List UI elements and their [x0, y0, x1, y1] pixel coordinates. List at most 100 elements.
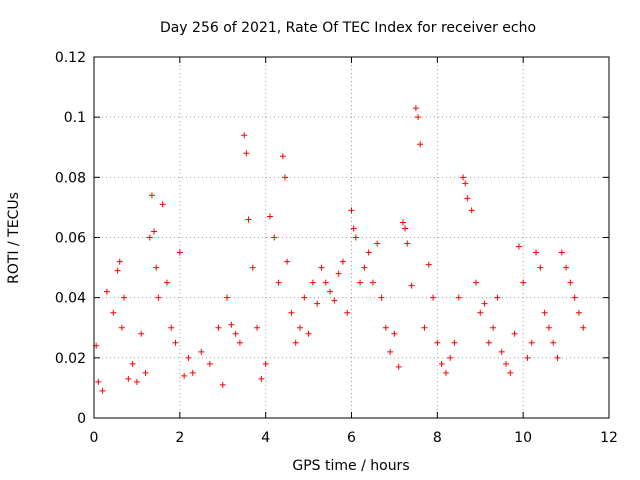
data-point [468, 207, 475, 214]
data-point [314, 300, 321, 307]
data-point [327, 288, 334, 295]
data-point [434, 339, 441, 346]
data-point [258, 375, 265, 382]
data-point [545, 324, 552, 331]
data-point [404, 240, 411, 247]
data-point [133, 378, 140, 385]
data-point [415, 114, 422, 121]
data-point [153, 264, 160, 271]
data-point [369, 279, 376, 286]
data-point [460, 174, 467, 181]
data-point [198, 348, 205, 355]
data-point [451, 339, 458, 346]
chart-title: Day 256 of 2021, Rate Of TEC Index for r… [160, 20, 536, 36]
data-point [554, 354, 561, 361]
data-point [103, 288, 110, 295]
data-point [305, 330, 312, 337]
data-point [524, 354, 531, 361]
data-point [503, 360, 509, 367]
x-tick-label: 0 [90, 430, 99, 446]
x-tick-label: 2 [175, 430, 184, 446]
data-point [408, 282, 415, 289]
data-point [125, 375, 132, 382]
data-point [344, 309, 351, 316]
data-point [481, 300, 488, 307]
data-point [400, 219, 406, 226]
data-point [148, 192, 155, 199]
data-point [563, 264, 570, 271]
data-point [163, 279, 170, 286]
data-point [395, 363, 402, 370]
data-point [288, 309, 295, 316]
data-point [114, 267, 121, 274]
data-point [425, 261, 432, 268]
data-point [515, 243, 522, 250]
data-point [116, 258, 123, 265]
data-point [301, 294, 308, 301]
data-point [297, 324, 303, 331]
y-axis-title: ROTI / TECUs [6, 192, 22, 284]
data-point [402, 225, 409, 232]
data-point [155, 294, 162, 301]
y-tick-label: 0.12 [55, 50, 86, 66]
data-point [335, 270, 342, 277]
data-point [275, 279, 282, 286]
data-point [245, 216, 252, 223]
data-point [430, 294, 437, 301]
data-point [412, 105, 419, 112]
data-point [181, 372, 188, 379]
data-point [575, 309, 582, 316]
data-point [528, 339, 535, 346]
x-tick-label: 4 [261, 430, 270, 446]
data-point [511, 330, 518, 337]
data-point [322, 279, 329, 286]
y-tick-label: 0 [77, 411, 86, 427]
data-point [281, 174, 288, 181]
data-point [185, 354, 192, 361]
data-point [382, 324, 389, 331]
data-point [138, 330, 145, 337]
data-point [271, 234, 278, 241]
data-point [279, 153, 286, 160]
data-point [159, 201, 166, 208]
data-point [168, 324, 175, 331]
x-axis-title: GPS time / hours [292, 458, 409, 474]
data-point [438, 360, 445, 367]
data-point [462, 180, 469, 187]
data-point [537, 264, 544, 271]
data-point [472, 279, 479, 286]
data-point [498, 348, 505, 355]
data-point [110, 309, 117, 316]
x-tick-label: 10 [514, 430, 532, 446]
data-point [189, 369, 196, 376]
data-point [533, 249, 540, 256]
data-point [455, 294, 462, 301]
data-point [494, 294, 501, 301]
data-point [236, 339, 243, 346]
data-point [146, 234, 153, 241]
data-point [339, 258, 346, 265]
data-point [541, 309, 548, 316]
data-point [224, 294, 231, 301]
data-point [232, 330, 239, 337]
data-point [477, 309, 484, 316]
data-point [447, 354, 454, 361]
data-point [387, 348, 394, 355]
data-point [309, 279, 316, 286]
data-point [417, 141, 424, 148]
data-point [318, 264, 325, 271]
data-points [93, 105, 587, 394]
data-point [580, 324, 587, 331]
data-point [571, 294, 578, 301]
data-point [262, 360, 269, 367]
data-point [206, 360, 213, 367]
data-point [485, 339, 492, 346]
data-point [95, 378, 102, 385]
x-tick-label: 6 [347, 430, 356, 446]
data-point [254, 324, 261, 331]
data-point [507, 369, 514, 376]
data-point [442, 369, 449, 376]
data-point [558, 249, 565, 256]
data-point [421, 324, 428, 331]
x-tick-label: 12 [600, 430, 618, 446]
